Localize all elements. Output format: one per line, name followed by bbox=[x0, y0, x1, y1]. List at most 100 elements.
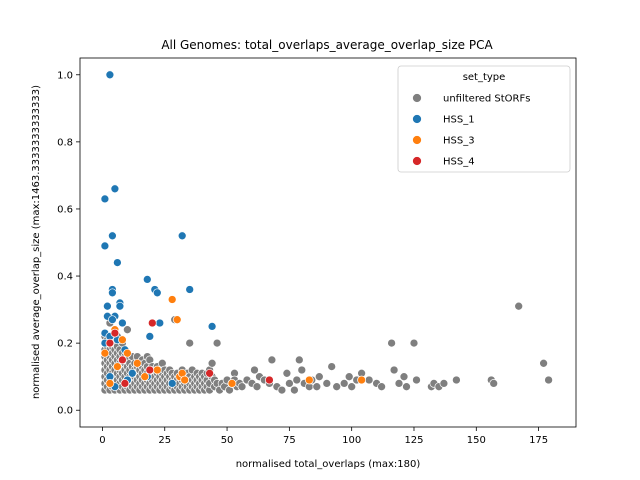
point-unfiltered-storfs-268 bbox=[544, 375, 553, 385]
point-unfiltered-storfs-249 bbox=[364, 375, 374, 385]
point-hss-1-10 bbox=[115, 301, 125, 311]
x-tick-label: 25 bbox=[158, 435, 171, 446]
point-unfiltered-storfs-76 bbox=[123, 325, 132, 335]
x-tick-label: 125 bbox=[404, 435, 423, 446]
plot-area bbox=[79, 57, 577, 428]
x-axis-label: normalised total_overlaps (max:180) bbox=[236, 459, 421, 470]
point-unfiltered-storfs-233 bbox=[292, 375, 302, 385]
y-tick-label: 0.4 bbox=[57, 272, 73, 283]
legend-entries: unfiltered StORFs HSS_1 HSS_3 HSS_4 bbox=[412, 93, 530, 168]
y-tick-label: 0.0 bbox=[57, 406, 73, 417]
point-unfiltered-storfs-258 bbox=[412, 375, 421, 385]
point-hss-3-7 bbox=[140, 372, 150, 382]
point-hss-4-6 bbox=[265, 375, 274, 385]
point-hss-1-0 bbox=[105, 70, 115, 80]
point-hss-1-2 bbox=[100, 194, 110, 204]
y-tick-label: 0.2 bbox=[57, 339, 73, 350]
point-hss-1-19 bbox=[152, 288, 162, 298]
point-unfiltered-storfs-255 bbox=[399, 372, 409, 382]
point-unfiltered-storfs-178 bbox=[185, 338, 195, 348]
point-hss-1-16 bbox=[177, 231, 187, 241]
point-hss-1-22 bbox=[207, 322, 217, 331]
legend-label: HSS_1 bbox=[443, 115, 475, 126]
point-unfiltered-storfs-231 bbox=[285, 379, 294, 388]
point-hss-1-14 bbox=[108, 315, 117, 325]
x-tick-label: 50 bbox=[221, 435, 234, 446]
point-hss-3-13 bbox=[304, 375, 314, 385]
point-hss-3-16 bbox=[113, 362, 122, 371]
point-hss-1-34 bbox=[167, 379, 177, 388]
point-unfiltered-storfs-234 bbox=[294, 355, 304, 365]
point-unfiltered-storfs-223 bbox=[252, 382, 262, 392]
point-unfiltered-storfs-239 bbox=[312, 382, 322, 392]
point-hss-3-0 bbox=[167, 295, 177, 304]
legend-marker bbox=[412, 93, 422, 103]
point-unfiltered-storfs-232 bbox=[290, 385, 299, 395]
point-unfiltered-storfs-265 bbox=[489, 379, 499, 388]
y-tick-label: 0.6 bbox=[57, 204, 73, 215]
point-hss-3-2 bbox=[100, 348, 110, 358]
point-hss-4-0 bbox=[147, 318, 157, 328]
y-axis: 0.0 0.2 0.4 0.6 0.8 1.0 bbox=[57, 70, 80, 417]
point-unfiltered-storfs-241 bbox=[322, 379, 332, 388]
point-unfiltered-storfs-230 bbox=[282, 368, 292, 378]
point-hss-4-7 bbox=[205, 368, 214, 378]
x-tick-label: 75 bbox=[283, 435, 296, 446]
point-unfiltered-storfs-222 bbox=[250, 365, 259, 375]
chart-title: All Genomes: total_overlaps_average_over… bbox=[161, 38, 493, 52]
point-unfiltered-storfs-245 bbox=[344, 372, 354, 382]
x-tick-label: 0 bbox=[99, 435, 105, 446]
point-hss-4-1 bbox=[110, 328, 120, 338]
point-hss-3-12 bbox=[227, 379, 237, 388]
point-hss-3-3 bbox=[105, 379, 115, 388]
point-unfiltered-storfs-242 bbox=[327, 362, 337, 371]
point-hss-1-21 bbox=[155, 318, 165, 328]
point-unfiltered-storfs-219 bbox=[237, 382, 247, 392]
point-hss-3-5 bbox=[118, 335, 127, 345]
point-hss-4-5 bbox=[120, 379, 130, 388]
point-unfiltered-storfs-229 bbox=[277, 385, 287, 395]
point-hss-4-2 bbox=[105, 338, 115, 348]
legend-label: HSS_3 bbox=[443, 136, 475, 147]
point-unfiltered-storfs-240 bbox=[314, 372, 324, 382]
point-hss-1-1 bbox=[110, 184, 120, 194]
y-tick-label: 0.8 bbox=[57, 137, 73, 148]
point-unfiltered-storfs-251 bbox=[377, 382, 386, 392]
point-hss-1-17 bbox=[142, 275, 152, 284]
point-hss-4-3 bbox=[118, 355, 127, 365]
legend-box bbox=[397, 65, 571, 173]
x-tick-label: 175 bbox=[529, 435, 548, 446]
point-unfiltered-storfs-244 bbox=[339, 379, 349, 388]
point-hss-4-4 bbox=[145, 365, 155, 375]
point-hss-3-1 bbox=[172, 315, 182, 325]
point-hss-1-29 bbox=[127, 368, 137, 378]
point-hss-1-8 bbox=[108, 288, 117, 298]
point-unfiltered-storfs-262 bbox=[439, 379, 449, 388]
point-hss-1-4 bbox=[100, 241, 110, 251]
point-hss-1-5 bbox=[108, 231, 117, 241]
point-unfiltered-storfs-266 bbox=[514, 301, 524, 311]
point-unfiltered-storfs-227 bbox=[267, 355, 277, 365]
point-unfiltered-storfs-253 bbox=[389, 365, 399, 375]
point-hss-1-20 bbox=[185, 285, 195, 294]
point-unfiltered-storfs-256 bbox=[402, 382, 411, 392]
x-tick-label: 150 bbox=[467, 435, 486, 446]
point-hss-1-28 bbox=[145, 332, 155, 341]
point-unfiltered-storfs-267 bbox=[539, 358, 548, 368]
point-hss-3-14 bbox=[357, 375, 366, 385]
point-unfiltered-storfs-246 bbox=[347, 382, 357, 392]
point-hss-3-8 bbox=[152, 365, 162, 375]
legend-marker bbox=[412, 135, 422, 145]
point-unfiltered-storfs-252 bbox=[387, 338, 396, 348]
point-hss-1-11 bbox=[103, 301, 112, 311]
legend-label: HSS_4 bbox=[443, 157, 475, 168]
legend: set_type unfiltered StORFs HSS_1 HSS_3 HSS_… bbox=[397, 65, 571, 173]
point-hss-1-15 bbox=[118, 318, 127, 328]
x-tick-label: 100 bbox=[342, 435, 361, 446]
point-unfiltered-storfs-254 bbox=[394, 379, 404, 388]
legend-marker bbox=[412, 114, 422, 124]
point-hss-1-6 bbox=[113, 258, 122, 267]
x-axis: 0 25 50 75 100 125 150 175 bbox=[99, 427, 548, 446]
legend-marker bbox=[412, 156, 422, 166]
